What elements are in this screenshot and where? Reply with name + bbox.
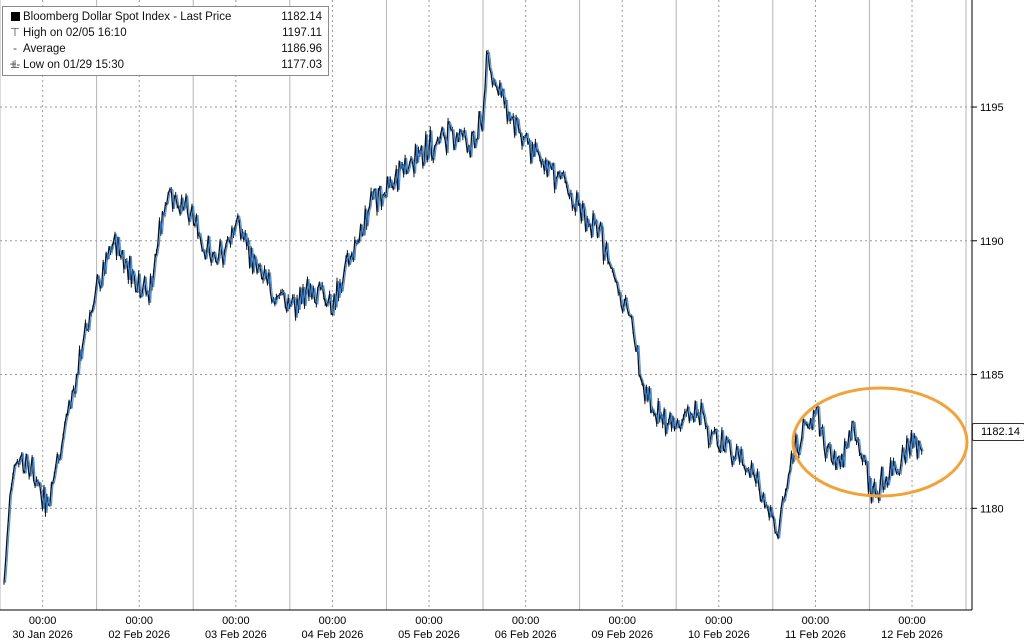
x-date-label: 02 Feb 2026: [108, 629, 170, 641]
x-date-label: 05 Feb 2026: [398, 629, 460, 641]
low-marker-icon: ⊥: [9, 59, 21, 71]
legend-high-label: High on 02/05 16:10: [23, 27, 127, 39]
legend-row-last: Bloomberg Dollar Spot Index - Last Price…: [3, 9, 328, 25]
price-line: [3, 51, 923, 583]
x-time-label: 00:00: [898, 615, 926, 627]
high-marker-icon: ⊤: [9, 27, 21, 39]
x-time-label: 00:00: [608, 615, 636, 627]
price-series: [3, 49, 924, 585]
x-date-label: 09 Feb 2026: [591, 629, 653, 641]
highlight-ellipse: [791, 386, 969, 498]
y-tick-label: 1180: [980, 503, 1004, 515]
y-tick-label: 1195: [980, 102, 1004, 114]
x-date-label: 30 Jan 2026: [12, 629, 73, 641]
price-line-highlight: [4, 51, 924, 583]
last-price-tag: 1182.14: [972, 423, 1024, 441]
x-time-label: 00:00: [125, 615, 153, 627]
x-date-label: 10 Feb 2026: [688, 629, 750, 641]
x-date-label: 04 Feb 2026: [302, 629, 364, 641]
x-time-label: 00:00: [415, 615, 443, 627]
average-marker-icon: -+-: [9, 43, 21, 71]
legend-low-value: 1177.03: [281, 59, 322, 71]
x-date-label: 06 Feb 2026: [495, 629, 557, 641]
x-time-label: 00:00: [29, 615, 57, 627]
x-time-label: 00:00: [512, 615, 540, 627]
x-date-label: 12 Feb 2026: [881, 629, 943, 641]
x-time-label: 00:00: [319, 615, 347, 627]
x-time-label: 00:00: [705, 615, 733, 627]
chart-axes: 1180 1185 1190 1195 00:00 30 Jan 2026 00:00 02 …: [0, 0, 1004, 641]
legend-last-value: 1182.14: [281, 11, 322, 23]
legend-row-average: -+- Average 1186.96: [3, 41, 328, 71]
chart-legend: Bloomberg Dollar Spot Index - Last Price…: [2, 6, 329, 76]
legend-square-icon: [8, 9, 22, 25]
y-tick-label: 1190: [980, 236, 1004, 248]
legend-row-low: ⊥ Low on 01/29 15:30 1177.03: [3, 57, 328, 73]
x-time-label: 00:00: [222, 615, 250, 627]
legend-low-label: Low on 01/29 15:30: [23, 59, 125, 71]
y-tick-label: 1185: [980, 370, 1004, 382]
legend-row-high: ⊤ High on 02/05 16:10 1197.11: [3, 25, 328, 41]
legend-title: Bloomberg Dollar Spot Index - Last Price: [23, 11, 232, 23]
x-time-label: 00:00: [802, 615, 830, 627]
legend-average-label: Average: [23, 43, 66, 55]
legend-high-value: 1197.11: [282, 27, 322, 39]
x-date-label: 11 Feb 2026: [785, 629, 846, 641]
legend-average-value: 1186.96: [281, 43, 322, 55]
x-date-label: 03 Feb 2026: [205, 629, 267, 641]
